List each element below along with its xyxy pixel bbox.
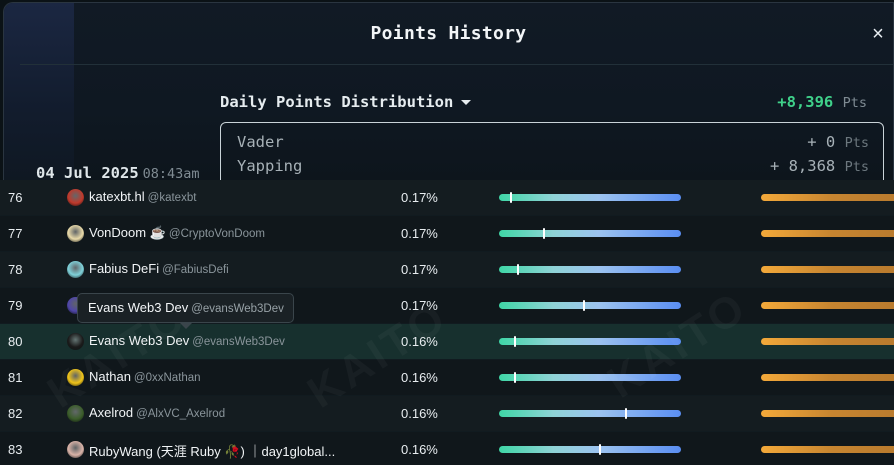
breakdown-row-vader: Vader + 0 Pts <box>237 133 869 155</box>
row-percent: 0.17% <box>401 298 438 313</box>
modal-divider <box>20 64 893 65</box>
modal-backdrop-edge <box>4 3 74 180</box>
row-user-handle: @katexbt <box>147 192 197 204</box>
row-percent: 0.16% <box>401 334 438 349</box>
row-percent: 0.17% <box>401 190 438 205</box>
avatar[interactable] <box>67 405 84 422</box>
row-user-name: RubyWang (天涯 Ruby 🥀) ｜day1global... <box>89 444 336 459</box>
bar-marker <box>543 228 545 239</box>
row-percent: 0.17% <box>401 226 438 241</box>
bar-marker <box>599 444 601 455</box>
points-bar <box>761 302 894 309</box>
tooltip-arrow <box>180 323 192 329</box>
table-row[interactable]: 77 VonDoom ☕ @CryptoVonDoom 0.17% <box>0 216 894 252</box>
row-rank: 83 <box>8 442 23 457</box>
row-user-name: Evans Web3 Dev <box>89 333 190 348</box>
bar-marker <box>625 408 627 419</box>
points-breakdown-box: Vader + 0 Pts Yapping + 8,368 Pts <box>220 122 884 180</box>
bar-marker <box>510 192 512 203</box>
row-user[interactable]: Evans Web3 Dev @evansWeb3Dev <box>89 333 285 348</box>
total-points-unit: Pts <box>842 95 867 111</box>
row-rank: 78 <box>8 262 23 277</box>
points-bar <box>761 374 894 381</box>
entry-date-value: 04 Jul 2025 <box>36 164 139 180</box>
mindshare-bar <box>499 444 681 455</box>
avatar[interactable] <box>67 261 84 278</box>
row-user-name: Nathan <box>89 369 131 384</box>
row-user-handle: @0xxNathan <box>133 372 201 384</box>
tooltip-name: Evans Web3 Dev <box>88 300 189 315</box>
bar-marker <box>514 336 516 347</box>
row-rank: 79 <box>8 298 23 313</box>
points-history-modal: Points History × Daily Points Distributi… <box>3 2 894 180</box>
avatar[interactable] <box>67 369 84 386</box>
table-row[interactable]: 80 Evans Web3 Dev @evansWeb3Dev 0.16% <box>0 324 894 360</box>
distribution-dropdown-label: Daily Points Distribution <box>220 93 454 111</box>
avatar[interactable] <box>67 189 84 206</box>
table-row[interactable]: 81 Nathan @0xxNathan 0.16% <box>0 360 894 396</box>
row-user-name: Fabius DeFi <box>89 261 160 276</box>
row-percent: 0.16% <box>401 406 438 421</box>
tooltip-handle: @evansWeb3Dev <box>191 303 284 315</box>
table-row[interactable]: 78 Fabius DeFi @FabiusDefi 0.17% <box>0 252 894 288</box>
chevron-down-icon <box>461 100 472 105</box>
points-bar <box>761 230 894 237</box>
bar-marker <box>583 300 585 311</box>
row-user-name: Axelrod <box>89 405 134 420</box>
table-row[interactable]: 82 Axelrod @AlxVC_Axelrod 0.16% <box>0 396 894 432</box>
table-row[interactable]: 76 katexbt.hl @katexbt 0.17% <box>0 180 894 216</box>
points-bar <box>761 338 894 345</box>
points-bar <box>761 446 894 453</box>
avatar[interactable] <box>67 225 84 242</box>
row-rank: 81 <box>8 370 23 385</box>
entry-time-value: 08:43am <box>142 166 200 180</box>
breakdown-row-yapping: Yapping + 8,368 Pts <box>237 157 869 179</box>
row-user[interactable]: Axelrod @AlxVC_Axelrod <box>89 405 225 420</box>
row-user[interactable]: VonDoom ☕ @CryptoVonDoom <box>89 225 265 241</box>
avatar[interactable] <box>67 333 84 350</box>
mindshare-bar <box>499 408 681 419</box>
mindshare-bar <box>499 300 681 311</box>
row-user[interactable]: Nathan @0xxNathan <box>89 369 201 384</box>
breakdown-name: Vader <box>237 133 284 151</box>
bar-marker <box>517 264 519 275</box>
mindshare-bar <box>499 372 681 383</box>
table-row[interactable]: 83 RubyWang (天涯 Ruby 🥀) ｜day1global... 0.1… <box>0 432 894 465</box>
distribution-dropdown[interactable]: Daily Points Distribution <box>220 93 472 111</box>
row-user-handle: @AlxVC_Axelrod <box>136 408 226 420</box>
mindshare-bar <box>499 228 681 239</box>
mindshare-bar <box>499 264 681 275</box>
total-points-value: +8,396 <box>777 93 834 111</box>
bar-marker <box>514 372 516 383</box>
row-percent: 0.16% <box>401 442 438 457</box>
mindshare-bar <box>499 192 681 203</box>
breakdown-amount: + 8,368 Pts <box>769 157 869 175</box>
mindshare-bar <box>499 336 681 347</box>
entry-date: 04 Jul 2025 08:43am <box>36 164 200 180</box>
total-points: +8,396 Pts <box>777 93 867 111</box>
row-user-name: VonDoom ☕ <box>89 225 166 240</box>
modal-title: Points History <box>370 23 527 44</box>
row-user-name: katexbt.hl <box>89 189 145 204</box>
row-rank: 76 <box>8 190 23 205</box>
points-bar <box>761 266 894 273</box>
row-user[interactable]: Fabius DeFi @FabiusDefi <box>89 261 229 276</box>
row-percent: 0.17% <box>401 262 438 277</box>
points-bar <box>761 410 894 417</box>
row-user[interactable]: RubyWang (天涯 Ruby 🥀) ｜day1global... <box>89 441 338 460</box>
avatar[interactable] <box>67 441 84 458</box>
row-user-handle: @evansWeb3Dev <box>192 336 285 348</box>
row-rank: 80 <box>8 334 23 349</box>
row-user-handle: @FabiusDefi <box>162 264 229 276</box>
close-button[interactable]: × <box>872 23 884 45</box>
user-tooltip: Evans Web3 Dev @evansWeb3Dev <box>77 293 294 323</box>
breakdown-amount: + 0 Pts <box>807 133 869 151</box>
row-rank: 77 <box>8 226 23 241</box>
breakdown-name: Yapping <box>237 157 303 175</box>
row-rank: 82 <box>8 406 23 421</box>
row-percent: 0.16% <box>401 370 438 385</box>
row-user-handle: @CryptoVonDoom <box>168 228 265 240</box>
row-user[interactable]: katexbt.hl @katexbt <box>89 189 196 204</box>
points-bar <box>761 194 894 201</box>
